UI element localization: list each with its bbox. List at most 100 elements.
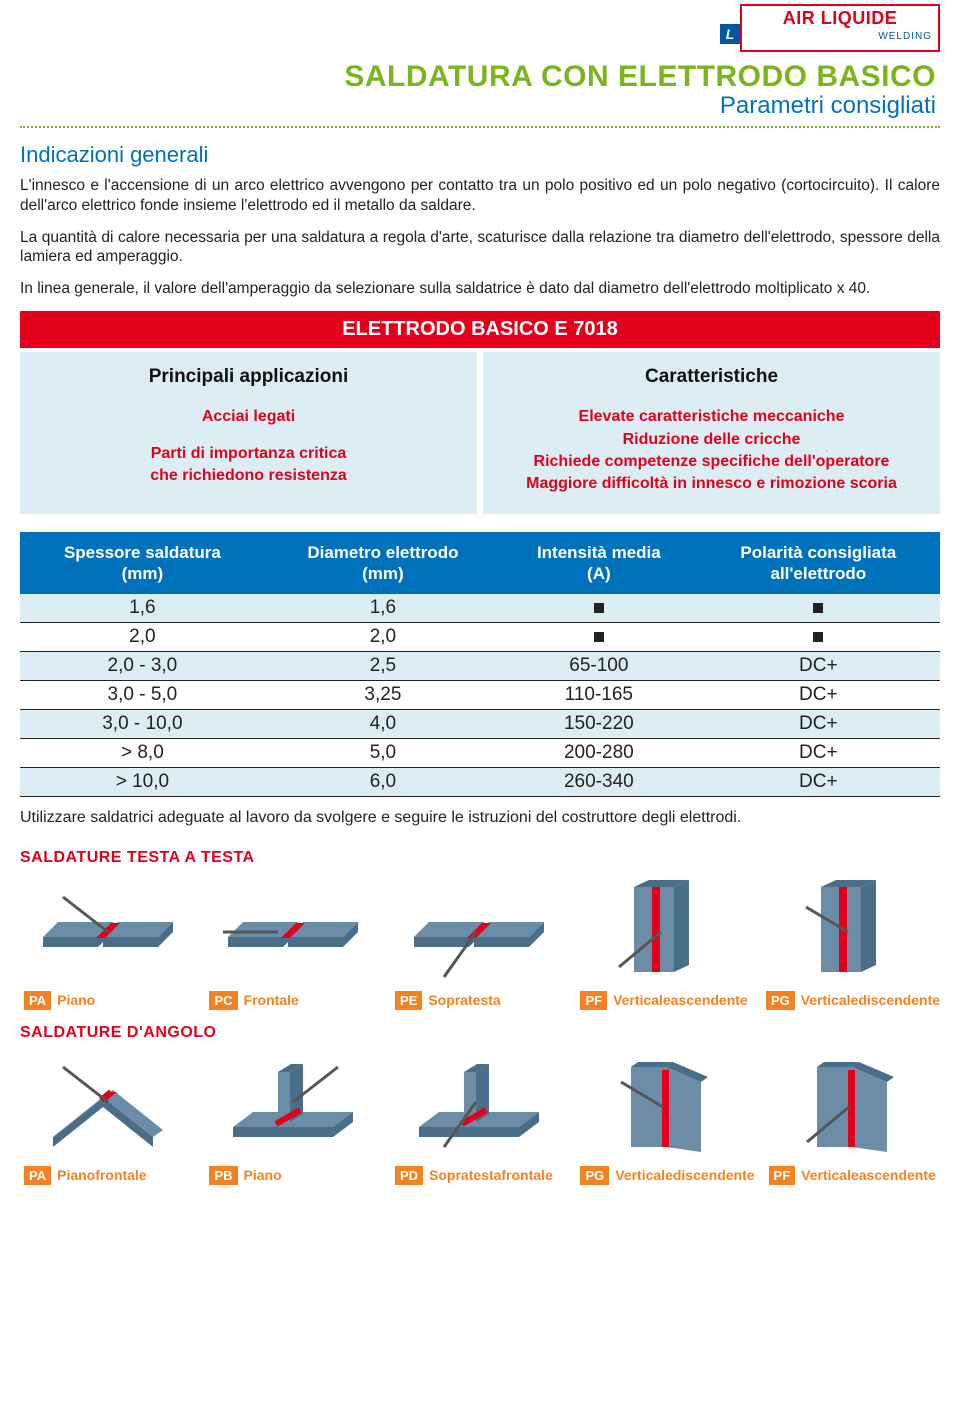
table-row: 3,0 - 5,03,25110-165DC+ <box>20 681 940 710</box>
position-code-badge: PD <box>395 1166 423 1185</box>
divider <box>20 126 940 128</box>
position-label: Verticalediscendente <box>801 993 940 1008</box>
weld-position-item: PF Verticaleascendente <box>765 1052 940 1185</box>
table-cell: 3,25 <box>265 681 501 710</box>
table-header: Spessore saldatura(mm) <box>20 532 265 595</box>
table-cell: 3,0 - 5,0 <box>20 681 265 710</box>
position-code-badge: PB <box>209 1166 237 1185</box>
table-row: > 8,05,0200-280DC+ <box>20 739 940 768</box>
intro-text: L'innesco e l'accensione di un arco elet… <box>20 176 940 299</box>
weld-positions: SALDATURE TESTA A TESTA PA Piano <box>20 849 940 1185</box>
weld-position-item: PE Sopratesta <box>391 877 566 1010</box>
position-label: Piano <box>244 1168 282 1183</box>
table-cell: 65-100 <box>501 652 697 681</box>
position-label: Piano <box>57 993 95 1008</box>
characteristics-column: Caratteristiche Elevate caratteristiche … <box>483 352 940 514</box>
position-label: Verticalediscendente <box>615 1168 754 1183</box>
info-line: che richiedono resistenza <box>30 465 467 487</box>
info-columns: Principali applicazioni Acciai legati Pa… <box>20 352 940 514</box>
table-cell: 2,0 - 3,0 <box>20 652 265 681</box>
position-label: Verticaleascendente <box>801 1168 936 1183</box>
table-cell: 1,6 <box>265 594 501 623</box>
table-cell: 260-340 <box>501 768 697 797</box>
position-code-badge: PE <box>395 991 422 1010</box>
info-line: Elevate caratteristiche meccaniche <box>493 406 930 428</box>
table-row: 1,61,6 <box>20 594 940 623</box>
table-row: 2,02,0 <box>20 623 940 652</box>
table-cell: 3,0 - 10,0 <box>20 710 265 739</box>
position-code-badge: PF <box>580 991 607 1010</box>
position-label: Verticaleascendente <box>613 993 748 1008</box>
parameters-table: Spessore saldatura(mm) Diametro elettrod… <box>20 532 940 798</box>
weld-group-heading: SALDATURE TESTA A TESTA <box>20 849 940 867</box>
paragraph: L'innesco e l'accensione di un arco elet… <box>20 176 940 216</box>
weld-diagram-icon <box>205 877 380 987</box>
table-cell: 1,6 <box>20 594 265 623</box>
table-row: > 10,06,0260-340DC+ <box>20 768 940 797</box>
column-heading: Principali applicazioni <box>30 366 467 388</box>
table-cell <box>697 594 940 623</box>
paragraph: La quantità di calore necessaria per una… <box>20 228 940 268</box>
table-header: Polarità consigliataall'elettrodo <box>697 532 940 595</box>
table-cell: DC+ <box>697 739 940 768</box>
position-code-badge: PG <box>766 991 795 1010</box>
info-line: Maggiore difficoltà in innesco e rimozio… <box>493 473 930 495</box>
table-cell: 6,0 <box>265 768 501 797</box>
info-line: Riduzione delle cricche <box>493 429 930 451</box>
table-cell: 110-165 <box>501 681 697 710</box>
footnote: Utilizzare saldatrici adeguate al lavoro… <box>20 809 940 827</box>
info-line: Parti di importanza critica <box>30 443 467 465</box>
position-code-badge: PF <box>769 1166 796 1185</box>
weld-position-item: PA Pianofrontale <box>20 1052 195 1185</box>
table-cell: 5,0 <box>265 739 501 768</box>
brand-mark-icon: L <box>720 24 740 44</box>
table-cell: 4,0 <box>265 710 501 739</box>
weld-position-item: PG Verticalediscendente <box>576 1052 754 1185</box>
table-cell: DC+ <box>697 652 940 681</box>
weld-diagram-icon <box>20 1052 195 1162</box>
table-cell <box>697 623 940 652</box>
brand-logo: L AIR LIQUIDE WELDING <box>740 4 940 52</box>
brand-subtitle: WELDING <box>748 31 932 42</box>
weld-group-heading: SALDATURE D'ANGOLO <box>20 1024 940 1042</box>
table-cell: 2,0 <box>265 623 501 652</box>
position-label: Pianofrontale <box>57 1168 146 1183</box>
weld-diagram-icon <box>391 877 566 987</box>
position-code-badge: PA <box>24 1166 51 1185</box>
section-heading: Indicazioni generali <box>20 142 940 168</box>
weld-diagram-icon <box>205 1052 380 1162</box>
info-line: Acciai legati <box>30 406 467 428</box>
table-cell: 2,5 <box>265 652 501 681</box>
table-cell: DC+ <box>697 768 940 797</box>
applications-column: Principali applicazioni Acciai legati Pa… <box>20 352 477 514</box>
weld-position-item: PG Verticalediscendente <box>762 877 940 1010</box>
page-subtitle: Parametri consigliati <box>20 92 936 120</box>
page-title: SALDATURA CON ELETTRODO BASICO <box>20 60 936 94</box>
weld-diagram-icon <box>762 877 940 987</box>
weld-position-item: PC Frontale <box>205 877 380 1010</box>
weld-diagram-icon <box>20 877 195 987</box>
electrode-banner: ELETTRODO BASICO E 7018 <box>20 311 940 348</box>
table-header: Intensità media(A) <box>501 532 697 595</box>
info-line: Richiede competenze specifiche dell'oper… <box>493 451 930 473</box>
table-row: 2,0 - 3,02,565-100DC+ <box>20 652 940 681</box>
paragraph: In linea generale, il valore dell'ampera… <box>20 279 940 299</box>
position-code-badge: PA <box>24 991 51 1010</box>
table-cell: DC+ <box>697 681 940 710</box>
position-code-badge: PG <box>580 1166 609 1185</box>
table-cell <box>501 594 697 623</box>
column-heading: Caratteristiche <box>493 366 930 388</box>
position-label: Frontale <box>244 993 299 1008</box>
weld-position-item: PB Piano <box>205 1052 380 1185</box>
table-cell: 2,0 <box>20 623 265 652</box>
weld-diagram-icon <box>391 1052 566 1162</box>
table-row: 3,0 - 10,04,0150-220DC+ <box>20 710 940 739</box>
table-cell: > 10,0 <box>20 768 265 797</box>
table-cell: > 8,0 <box>20 739 265 768</box>
table-cell: 200-280 <box>501 739 697 768</box>
position-label: Sopratesta <box>428 993 500 1008</box>
weld-position-item: PA Piano <box>20 877 195 1010</box>
weld-diagram-icon <box>576 877 751 987</box>
page-headline: SALDATURA CON ELETTRODO BASICO Parametri… <box>20 60 940 120</box>
table-cell <box>501 623 697 652</box>
